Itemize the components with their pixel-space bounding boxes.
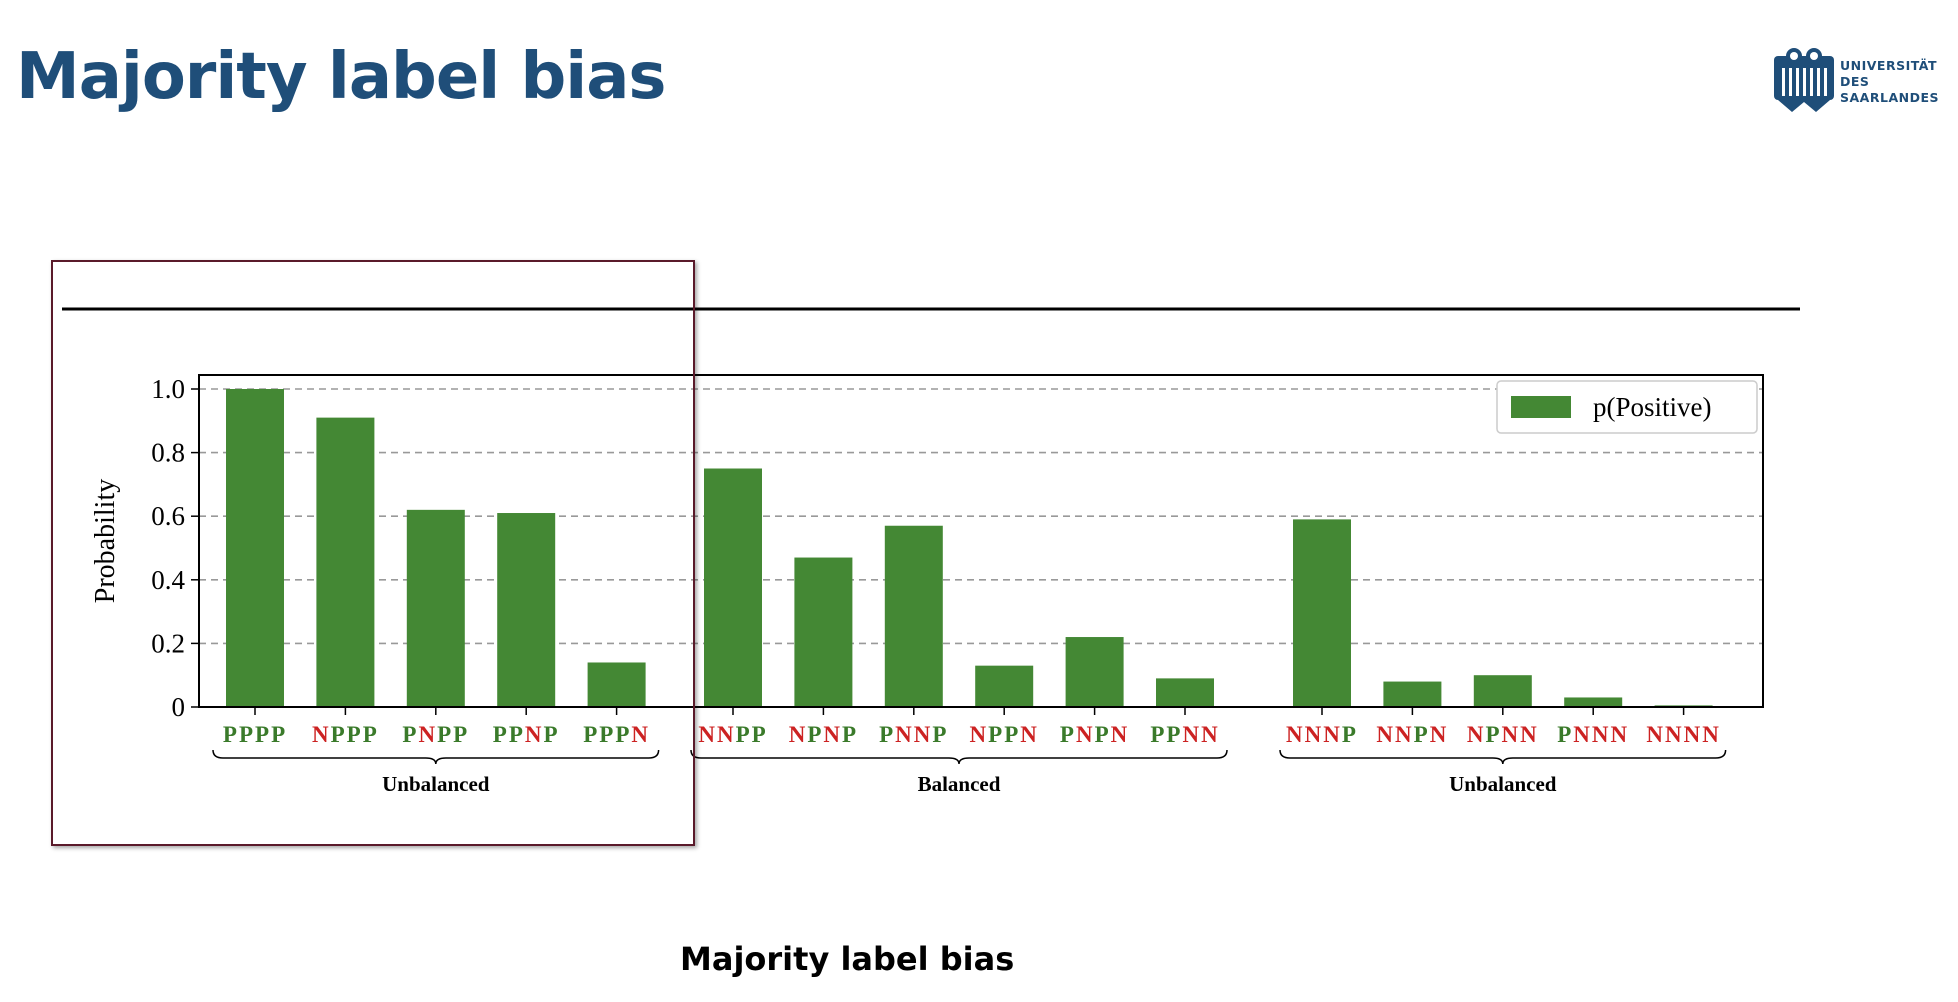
bar [1293, 519, 1351, 707]
x-tick-label: PNNP [879, 722, 948, 747]
group-label: Balanced [918, 772, 1001, 796]
bar [975, 665, 1034, 707]
plot-frame [198, 374, 1764, 708]
bar [1065, 637, 1124, 707]
slide-caption: Majority label bias [680, 940, 1015, 978]
y-tick-label: 0.4 [151, 565, 185, 595]
group-brace [212, 749, 660, 765]
highlight-box [51, 260, 695, 846]
bar [1473, 675, 1532, 707]
bar [794, 557, 853, 707]
slide-title: Majority label bias [16, 40, 666, 114]
bar [406, 509, 465, 707]
x-tick-label: NPPN [970, 722, 1039, 747]
x-tick-label: NNPP [698, 722, 767, 747]
group-brace [690, 749, 1228, 765]
x-tick-label: PNPP [402, 722, 469, 747]
x-tick-label: PNPN [1060, 722, 1129, 747]
logo-line: UNIVERSITÄT [1840, 58, 1938, 73]
y-tick-label: 0.6 [151, 501, 185, 531]
bar [1156, 678, 1214, 707]
x-tick-label: NPPP [312, 722, 379, 747]
bar [497, 513, 556, 707]
y-tick-label: 0 [172, 692, 186, 722]
logo-line: DES [1840, 74, 1870, 89]
university-logo-icon [1774, 48, 1834, 112]
bar [1383, 681, 1442, 707]
y-tick-label: 1.0 [151, 374, 185, 404]
x-tick-label: PPPN [583, 722, 650, 747]
legend-label: p(Positive) [1593, 392, 1712, 422]
legend-box [1496, 380, 1758, 434]
group-brace [1279, 749, 1727, 765]
group-label: Unbalanced [1449, 772, 1557, 796]
bar [704, 468, 762, 707]
x-tick-label: PPNP [493, 722, 560, 747]
x-tick-label: NPNP [789, 722, 858, 747]
group-label: Unbalanced [382, 772, 490, 796]
bar [587, 662, 646, 707]
x-tick-label: NNNN [1646, 722, 1721, 747]
logo-line: SAARLANDES [1840, 90, 1939, 105]
legend-swatch [1511, 396, 1571, 418]
x-tick-label: PPNN [1150, 722, 1219, 747]
bar [884, 525, 943, 707]
y-tick-label: 0.2 [151, 628, 185, 658]
x-tick-label: NNNP [1286, 722, 1358, 747]
x-tick-label: PPPP [223, 722, 287, 747]
bar [226, 389, 284, 707]
x-tick-label: NPNN [1467, 722, 1539, 747]
x-tick-label: NNPN [1376, 722, 1448, 747]
x-tick-label: PNNN [1557, 722, 1629, 747]
bar [1564, 697, 1623, 707]
university-logo-text: UNIVERSITÄT DES SAARLANDES [1840, 58, 1939, 106]
y-tick-label: 0.8 [151, 438, 185, 468]
bar [316, 417, 375, 707]
y-axis-label: Probability [90, 479, 121, 603]
